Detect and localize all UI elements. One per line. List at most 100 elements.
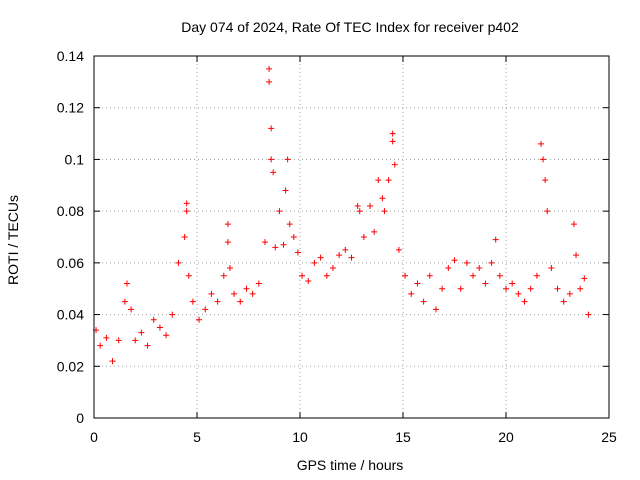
- data-point: [97, 342, 104, 349]
- data-point: [360, 234, 367, 240]
- data-point: [214, 298, 221, 305]
- data-point: [299, 272, 306, 279]
- data-point: [329, 265, 336, 272]
- data-point: [311, 259, 318, 266]
- data-point: [402, 272, 409, 279]
- y-tick-labels: 0 0.02 0.04 0.06 0.08 0.1 0.12 0.14: [57, 48, 84, 426]
- data-point: [408, 290, 415, 297]
- data-point: [426, 272, 433, 279]
- data-point: [566, 290, 573, 297]
- data-point: [538, 140, 545, 147]
- x-tick-label: 5: [193, 429, 201, 445]
- data-point: [451, 257, 458, 264]
- x-axis-label: GPS time / hours: [297, 457, 404, 473]
- data-point: [463, 259, 470, 266]
- data-point: [389, 138, 396, 145]
- data-point: [381, 208, 388, 215]
- data-point: [371, 228, 378, 235]
- data-point: [379, 195, 386, 202]
- data-point: [521, 298, 528, 305]
- data-point: [220, 272, 227, 279]
- data-point: [492, 236, 499, 243]
- data-point: [391, 161, 398, 168]
- data-point: [503, 285, 509, 292]
- x-tick-labels: 0 5 10 15 20 25: [90, 429, 617, 445]
- data-point: [336, 252, 343, 259]
- x-tick-label: 10: [292, 429, 308, 445]
- x-tick-label: 0: [90, 429, 98, 445]
- data-point: [208, 290, 215, 297]
- data-point: [389, 130, 396, 137]
- data-point: [189, 298, 196, 305]
- y-tick-label: 0.04: [57, 307, 84, 323]
- data-point: [163, 332, 170, 339]
- y-tick-label: 0.12: [57, 100, 84, 116]
- data-point: [509, 280, 516, 287]
- data-point: [420, 298, 427, 305]
- data-point: [132, 337, 139, 344]
- data-point: [181, 234, 188, 240]
- grid-layer: [94, 56, 609, 418]
- data-point: [354, 202, 361, 209]
- data-point: [570, 221, 577, 228]
- data-point: [282, 187, 289, 194]
- data-points: [93, 65, 592, 365]
- data-point: [476, 265, 483, 272]
- data-point: [482, 280, 489, 287]
- plot-frame: [93, 55, 610, 419]
- data-point: [231, 290, 238, 297]
- data-point: [115, 337, 122, 344]
- y-tick-label: 0.14: [57, 48, 84, 64]
- data-point: [317, 254, 324, 261]
- data-point: [445, 265, 452, 272]
- data-point: [290, 234, 297, 240]
- data-point: [261, 239, 268, 246]
- data-point: [356, 208, 363, 215]
- data-point: [144, 342, 151, 349]
- data-point: [280, 241, 287, 248]
- data-point: [255, 280, 262, 287]
- data-point: [224, 221, 231, 228]
- data-point: [585, 311, 592, 318]
- data-point: [496, 272, 503, 279]
- data-point: [272, 244, 279, 251]
- data-point: [266, 78, 273, 85]
- data-point: [284, 156, 291, 163]
- data-point: [202, 306, 209, 313]
- data-point: [268, 156, 275, 163]
- data-point: [169, 311, 176, 318]
- data-point: [457, 285, 464, 292]
- data-point: [385, 177, 392, 184]
- data-point: [544, 208, 551, 215]
- data-point: [150, 316, 157, 323]
- data-point: [573, 252, 580, 259]
- data-point: [249, 290, 256, 297]
- data-point: [109, 358, 116, 365]
- data-point: [128, 306, 135, 313]
- data-point: [548, 265, 555, 272]
- data-point: [268, 125, 275, 132]
- data-point: [270, 169, 277, 176]
- data-point: [527, 285, 534, 292]
- data-point: [121, 298, 128, 305]
- data-point: [103, 334, 110, 341]
- y-tick-label: 0: [76, 410, 84, 426]
- data-point: [470, 272, 477, 279]
- data-point: [224, 239, 231, 246]
- data-point: [305, 277, 312, 284]
- data-point: [138, 329, 145, 336]
- x-tick-label: 20: [498, 429, 514, 445]
- data-point: [294, 249, 301, 256]
- y-tick-label: 0.08: [57, 203, 84, 219]
- data-point: [323, 272, 330, 279]
- data-point: [533, 272, 540, 279]
- data-point: [395, 246, 402, 253]
- data-point: [123, 280, 130, 287]
- data-point: [542, 177, 549, 184]
- y-axis-label: ROTI / TECUs: [5, 195, 21, 285]
- tick-marks: [93, 55, 610, 419]
- chart-title: Day 074 of 2024, Rate Of TEC Index for r…: [181, 19, 519, 35]
- data-point: [243, 285, 250, 292]
- data-point: [196, 316, 203, 323]
- data-point: [367, 202, 374, 209]
